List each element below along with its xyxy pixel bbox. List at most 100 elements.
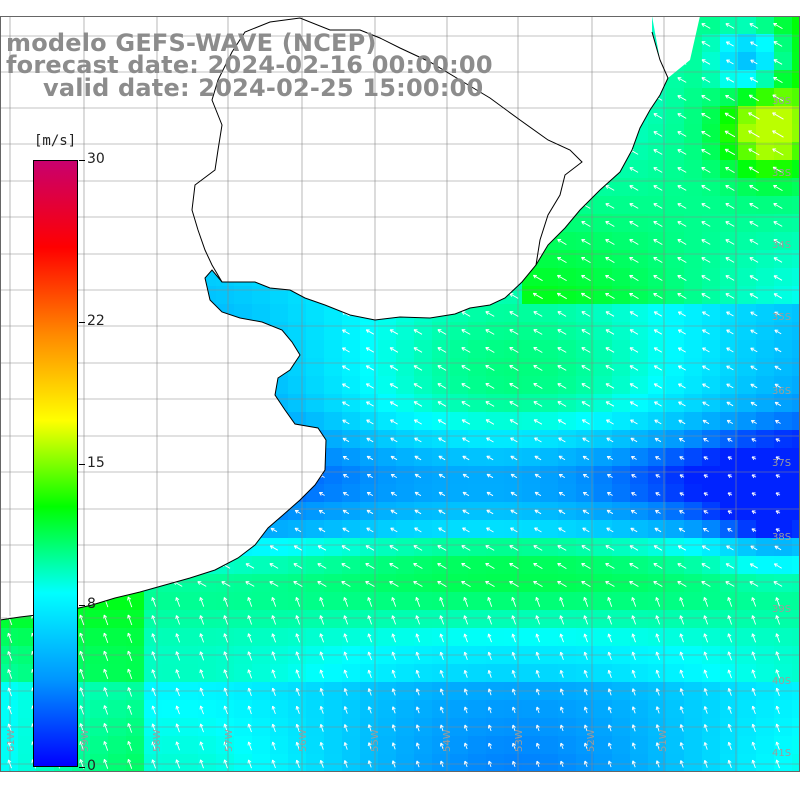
wind-arrow bbox=[679, 688, 684, 696]
wind-arrow bbox=[701, 41, 711, 47]
wind-arrow bbox=[245, 581, 255, 587]
wind-speed-cell bbox=[522, 574, 541, 593]
wind-arrow bbox=[389, 401, 399, 407]
wind-speed-cell bbox=[702, 124, 721, 143]
colorbar-tick-mark bbox=[79, 321, 85, 323]
wind-arrow bbox=[367, 597, 373, 607]
wind-arrow bbox=[319, 723, 324, 732]
wind-arrow bbox=[319, 633, 325, 643]
wind-arrow bbox=[775, 651, 781, 661]
wind-arrow bbox=[581, 401, 591, 407]
wind-arrow bbox=[605, 311, 615, 317]
wind-speed-cell bbox=[630, 538, 649, 557]
wind-speed-cell bbox=[378, 376, 397, 395]
wind-speed-cell bbox=[792, 448, 800, 467]
wind-speed-cell bbox=[792, 142, 800, 161]
wind-speed-cell bbox=[666, 538, 685, 557]
wind-arrow bbox=[223, 723, 228, 733]
wind-speed-cell bbox=[792, 250, 800, 269]
wind-arrow bbox=[103, 705, 109, 715]
wind-speed-cell bbox=[162, 700, 181, 719]
wind-arrow bbox=[725, 41, 734, 47]
wind-arrow bbox=[437, 365, 447, 371]
wind-speed-cell bbox=[378, 394, 397, 413]
wind-arrow bbox=[367, 742, 372, 750]
wind-speed-cell bbox=[684, 394, 703, 413]
wind-speed-cell bbox=[468, 538, 487, 557]
wind-arrow bbox=[342, 383, 350, 389]
wind-arrow bbox=[749, 77, 759, 83]
wind-speed-cell bbox=[792, 538, 800, 557]
wind-speed-cell bbox=[792, 70, 800, 89]
wind-speed-cell bbox=[522, 430, 541, 449]
wind-arrow bbox=[487, 615, 493, 625]
latitude-label: 37S bbox=[772, 458, 791, 469]
wind-arrow bbox=[653, 329, 663, 335]
wind-arrow bbox=[702, 329, 710, 335]
wind-speed-cell bbox=[666, 322, 685, 341]
wind-speed-cell bbox=[450, 466, 469, 485]
wind-arrow bbox=[751, 633, 757, 643]
wind-arrow bbox=[751, 528, 757, 533]
wind-arrow bbox=[725, 203, 735, 209]
wind-arrow bbox=[221, 581, 231, 587]
wind-speed-cell bbox=[792, 34, 800, 53]
wind-arrow bbox=[319, 492, 325, 496]
wind-speed-cell bbox=[756, 358, 775, 377]
wind-speed-cell bbox=[612, 484, 631, 503]
wind-speed-cell bbox=[792, 178, 800, 197]
latitude-label: 30S bbox=[772, 96, 791, 107]
wind-arrow bbox=[461, 545, 471, 551]
wind-arrow bbox=[749, 293, 759, 299]
wind-speed-cell bbox=[486, 430, 505, 449]
wind-speed-cell bbox=[342, 700, 361, 719]
wind-arrow bbox=[703, 633, 709, 643]
wind-speed-cell bbox=[378, 412, 397, 431]
wind-arrow bbox=[751, 474, 757, 479]
wind-arrow bbox=[414, 491, 422, 497]
wind-speed-cell bbox=[774, 106, 793, 125]
wind-arrow bbox=[511, 633, 516, 643]
wind-speed-cell bbox=[702, 736, 721, 755]
wind-speed-cell bbox=[666, 160, 685, 179]
wind-arrow bbox=[342, 329, 350, 335]
wind-speed-cell bbox=[522, 466, 541, 485]
wind-arrow bbox=[727, 474, 733, 479]
wind-arrow bbox=[535, 742, 540, 750]
wind-arrow bbox=[439, 633, 444, 643]
wind-arrow bbox=[127, 596, 133, 608]
wind-arrow bbox=[583, 669, 588, 678]
wind-arrow bbox=[677, 347, 686, 353]
wind-arrow bbox=[751, 492, 757, 497]
wind-arrow bbox=[532, 292, 543, 300]
wind-speed-cell bbox=[450, 538, 469, 557]
wind-speed-cell bbox=[414, 736, 433, 755]
wind-speed-cell bbox=[612, 538, 631, 557]
wind-arrow bbox=[391, 760, 396, 768]
wind-arrow bbox=[726, 347, 734, 353]
wind-arrow bbox=[247, 615, 253, 625]
wind-arrow bbox=[414, 509, 422, 515]
wind-arrow bbox=[485, 365, 495, 371]
wind-speed-cell bbox=[774, 412, 793, 431]
wind-speed-cell bbox=[342, 574, 361, 593]
wind-arrow bbox=[750, 365, 758, 371]
wind-arrow bbox=[79, 632, 85, 644]
wind-arrow bbox=[391, 688, 396, 696]
wind-arrow bbox=[701, 113, 711, 119]
wind-arrow bbox=[509, 580, 519, 587]
wind-speed-cell bbox=[630, 520, 649, 539]
wind-arrow bbox=[486, 509, 494, 515]
wind-speed-cell bbox=[108, 700, 127, 719]
wind-speed-cell bbox=[414, 322, 433, 341]
wind-arrow bbox=[365, 365, 375, 371]
wind-arrow bbox=[679, 669, 684, 679]
wind-arrow bbox=[655, 615, 661, 625]
wind-arrow bbox=[367, 760, 372, 768]
wind-speed-cell bbox=[342, 538, 361, 557]
wind-speed-cell bbox=[180, 628, 199, 647]
wind-speed-cell bbox=[324, 520, 343, 539]
wind-arrow bbox=[414, 455, 422, 461]
wind-arrow bbox=[653, 581, 663, 587]
wind-speed-cell bbox=[522, 538, 541, 557]
